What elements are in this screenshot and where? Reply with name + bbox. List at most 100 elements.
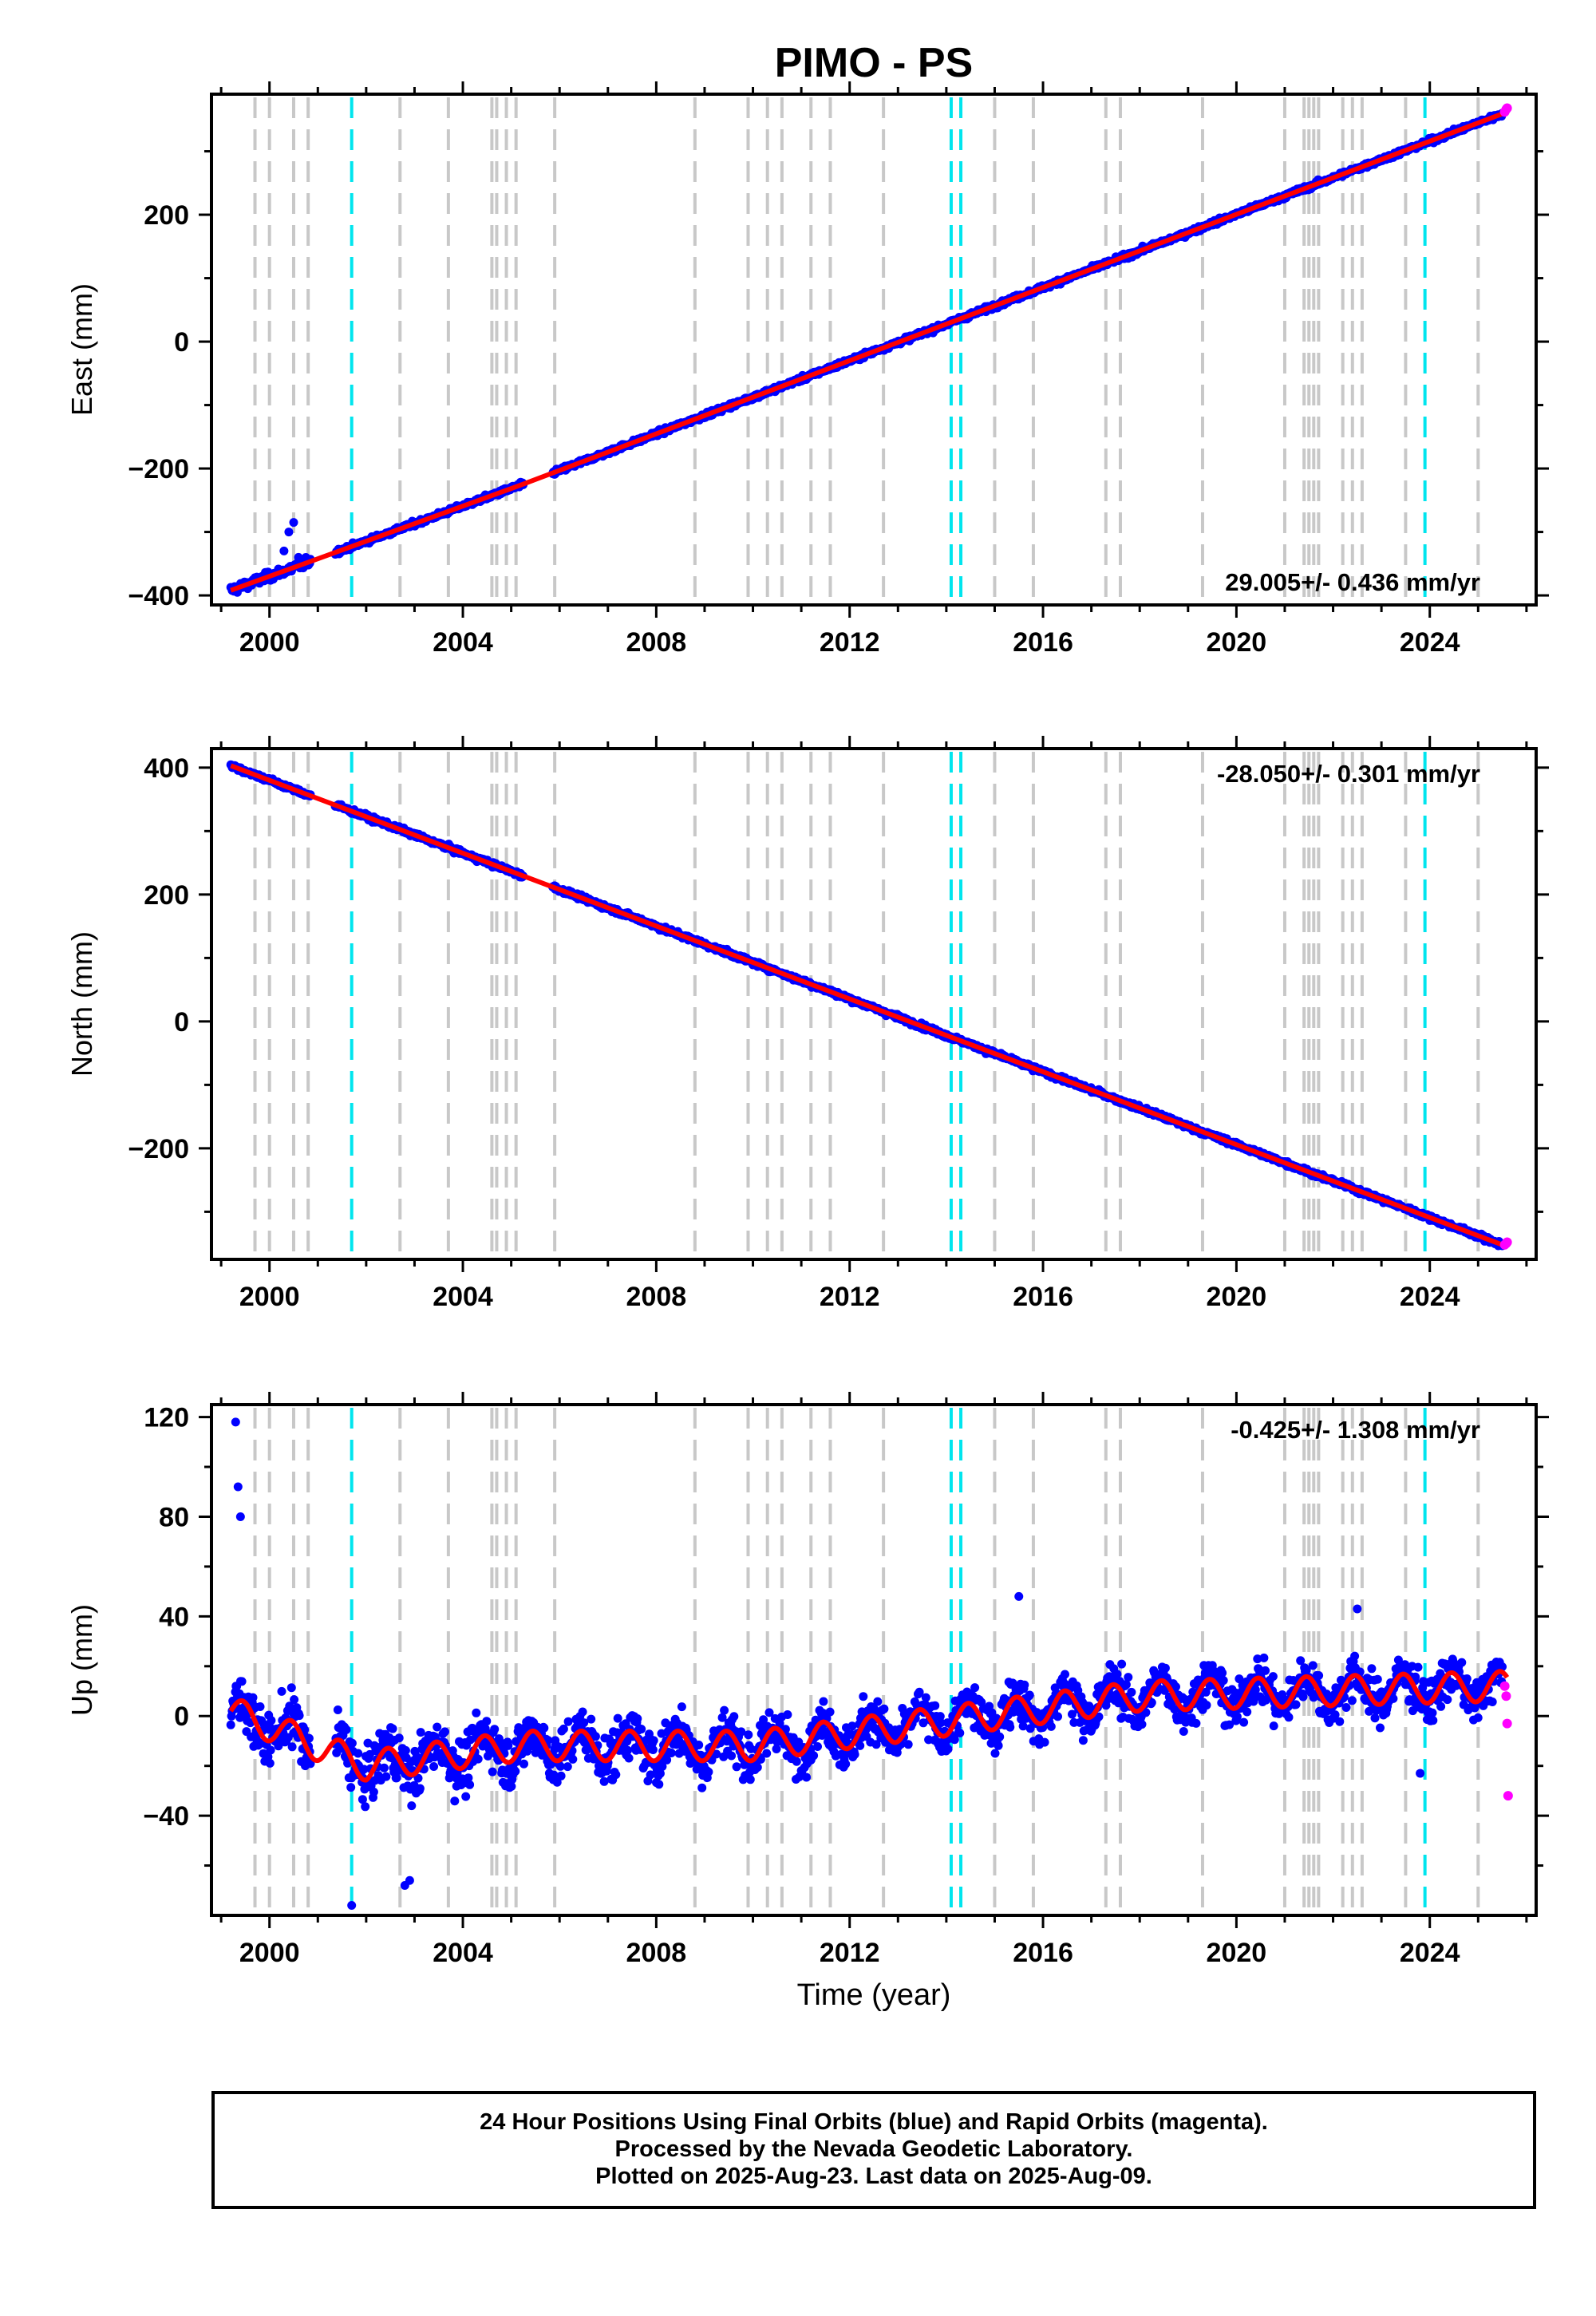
y-tick-label: 200 xyxy=(144,200,189,231)
data-point xyxy=(720,1705,729,1715)
data-point xyxy=(488,1767,497,1777)
outlier-point xyxy=(289,518,298,528)
rapid-orbit-point xyxy=(1502,103,1512,113)
x-tick-label: 2000 xyxy=(239,627,300,658)
data-point xyxy=(346,1783,356,1792)
data-point xyxy=(563,1762,572,1772)
chart-title: PIMO - PS xyxy=(775,40,973,86)
data-point xyxy=(433,1722,442,1732)
data-point xyxy=(461,1792,471,1801)
data-point xyxy=(611,1770,621,1780)
data-point xyxy=(286,1683,296,1693)
data-point xyxy=(813,1742,822,1751)
data-point xyxy=(237,1677,247,1686)
x-tick-label: 2012 xyxy=(820,627,880,658)
y-tick-label: −400 xyxy=(128,581,189,611)
data-point xyxy=(440,1727,449,1737)
model-line xyxy=(230,763,1508,1249)
data-point xyxy=(255,1702,265,1711)
rate-label: 29.005+/- 0.436 mm/yr xyxy=(1225,568,1480,596)
data-point xyxy=(473,1754,483,1764)
data-point xyxy=(873,1697,883,1706)
x-tick-label: 2004 xyxy=(433,627,493,658)
data-point xyxy=(624,1753,634,1763)
data-point xyxy=(855,1741,865,1750)
rate-label: -28.050+/- 0.301 mm/yr xyxy=(1217,760,1480,788)
data-point xyxy=(850,1749,859,1759)
data-point xyxy=(465,1780,475,1789)
data-point xyxy=(825,1707,835,1717)
data-point xyxy=(744,1730,753,1740)
panels: 2000 2004 2008 2012 2016 2020 2024−400−2000200… xyxy=(65,81,1549,2012)
panel-up: 2000 2004 2008 2012 2016 2020 2024−4004080120U… xyxy=(65,1392,1549,2012)
data-point xyxy=(450,1796,460,1806)
data-point xyxy=(819,1697,828,1706)
data-point xyxy=(732,1762,741,1772)
outlier-point xyxy=(279,546,289,555)
y-tick-label: 0 xyxy=(174,327,189,358)
data-point xyxy=(809,1751,819,1761)
data-point xyxy=(792,1757,801,1766)
data-point xyxy=(415,1784,425,1793)
data-point xyxy=(379,1763,389,1773)
data-point xyxy=(266,1745,275,1755)
data-point xyxy=(267,1716,276,1725)
data-point xyxy=(841,1759,851,1769)
data-point xyxy=(637,1725,646,1734)
data-point xyxy=(342,1725,351,1734)
data-point xyxy=(416,1728,425,1737)
outlier-point xyxy=(294,552,303,562)
x-tick-label: 2008 xyxy=(626,627,687,658)
x-tick-label: 2012 xyxy=(820,1282,880,1312)
data-point xyxy=(294,1711,304,1721)
y-tick-label: 200 xyxy=(144,880,189,911)
data-point xyxy=(704,1767,713,1777)
data-point xyxy=(587,1714,596,1724)
data-point xyxy=(361,1802,370,1812)
x-tick-label: 2016 xyxy=(1013,627,1073,658)
data-point xyxy=(727,1751,737,1761)
x-tick-label: 2024 xyxy=(1400,1282,1460,1312)
data-point xyxy=(472,1708,481,1717)
data-point xyxy=(649,1736,658,1745)
y-tick-label: 400 xyxy=(144,753,189,784)
data-point xyxy=(290,1695,299,1705)
data-point xyxy=(394,1733,404,1743)
data-point xyxy=(429,1762,439,1771)
x-tick-label: 2024 xyxy=(1400,627,1460,658)
plot-frame xyxy=(210,747,1538,1261)
data-point xyxy=(578,1707,587,1717)
data-point xyxy=(539,1723,549,1733)
data-point xyxy=(859,1692,868,1701)
data-point xyxy=(623,1745,632,1755)
data-point xyxy=(277,1686,286,1696)
panel-north: 2000 2004 2008 2012 2016 2020 2024−2000200400N… xyxy=(65,736,1549,1312)
data-point xyxy=(369,1787,378,1796)
data-point xyxy=(265,1758,275,1768)
outlier-point xyxy=(284,528,294,537)
x-tick-label: 2016 xyxy=(1013,1282,1073,1312)
data-point xyxy=(381,1772,391,1781)
data-point xyxy=(482,1717,492,1726)
data-point xyxy=(654,1780,664,1789)
data-point xyxy=(556,1771,566,1780)
data-point xyxy=(729,1712,739,1721)
data-point xyxy=(504,1741,513,1750)
data-point xyxy=(694,1741,704,1749)
data-point xyxy=(697,1783,707,1792)
data-point xyxy=(388,1724,397,1733)
data-point xyxy=(490,1725,500,1734)
data-point xyxy=(753,1763,762,1772)
x-tick-label: 2020 xyxy=(1207,627,1267,658)
data-point xyxy=(568,1754,578,1764)
data-point xyxy=(745,1775,755,1784)
x-tick-label: 2000 xyxy=(239,1282,300,1312)
y-tick-label: −200 xyxy=(128,454,189,484)
data-point xyxy=(519,1759,528,1769)
rapid-orbit-point xyxy=(1502,1237,1512,1247)
y-tick-label: 0 xyxy=(174,1007,189,1037)
data-point xyxy=(347,1738,357,1748)
data-point xyxy=(613,1713,622,1723)
data-point xyxy=(226,1720,235,1729)
